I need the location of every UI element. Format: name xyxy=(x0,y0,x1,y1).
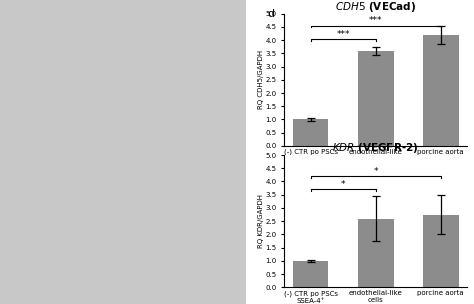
Bar xyxy=(292,261,328,287)
Text: *: * xyxy=(341,180,346,189)
Y-axis label: RQ CDH5/GAPDH: RQ CDH5/GAPDH xyxy=(258,50,264,109)
Text: ***: *** xyxy=(337,29,350,39)
Title: $\mathit{KDR}$ (VEGFR-2): $\mathit{KDR}$ (VEGFR-2) xyxy=(332,141,419,155)
Text: ***: *** xyxy=(369,16,383,25)
Text: *: * xyxy=(374,167,378,176)
Bar xyxy=(358,51,393,146)
Title: $\mathit{CDH5}$ (VECad): $\mathit{CDH5}$ (VECad) xyxy=(335,0,416,13)
Text: d: d xyxy=(268,9,275,19)
Bar xyxy=(292,119,328,146)
Y-axis label: RQ KDR/GAPDH: RQ KDR/GAPDH xyxy=(258,194,264,248)
Bar xyxy=(358,219,393,287)
Bar xyxy=(423,35,458,146)
Bar xyxy=(423,215,458,287)
